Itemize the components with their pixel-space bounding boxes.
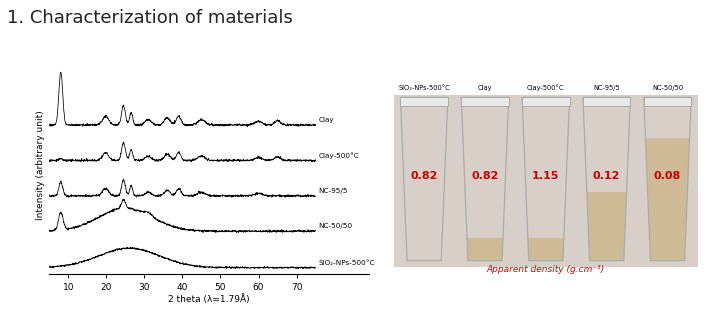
Text: NC-50/50: NC-50/50 bbox=[319, 223, 352, 229]
Text: NC-50/50: NC-50/50 bbox=[652, 85, 683, 91]
Text: 0.82: 0.82 bbox=[472, 171, 498, 181]
Bar bbox=[393, 95, 698, 267]
Text: Clay: Clay bbox=[319, 117, 334, 123]
Y-axis label: Intensity (arbitrary unit): Intensity (arbitrary unit) bbox=[36, 110, 45, 220]
Text: SiO₂-NPs-500°C: SiO₂-NPs-500°C bbox=[319, 260, 375, 266]
X-axis label: 2 theta (λ=1.79Å): 2 theta (λ=1.79Å) bbox=[168, 295, 250, 304]
FancyBboxPatch shape bbox=[461, 97, 509, 106]
Text: 0.12: 0.12 bbox=[593, 171, 620, 181]
Text: 1. Characterization of materials: 1. Characterization of materials bbox=[7, 9, 293, 27]
FancyBboxPatch shape bbox=[644, 97, 692, 106]
Polygon shape bbox=[587, 192, 627, 261]
Text: Clay: Clay bbox=[478, 85, 492, 91]
FancyBboxPatch shape bbox=[400, 97, 448, 106]
Text: Clay-500°C: Clay-500°C bbox=[319, 152, 360, 159]
Text: 0.82: 0.82 bbox=[410, 171, 438, 181]
Text: NC-95/5: NC-95/5 bbox=[594, 85, 620, 91]
Text: SiO₂-NPs-500°C: SiO₂-NPs-500°C bbox=[398, 85, 450, 91]
Polygon shape bbox=[528, 238, 564, 261]
Text: 1.15: 1.15 bbox=[532, 171, 560, 181]
Text: Apparent density (g.cm⁻³): Apparent density (g.cm⁻³) bbox=[486, 265, 605, 274]
Text: NC-95/5: NC-95/5 bbox=[319, 188, 348, 194]
Polygon shape bbox=[646, 138, 689, 261]
Polygon shape bbox=[467, 238, 503, 261]
Text: Clay-500°C: Clay-500°C bbox=[527, 84, 565, 91]
FancyBboxPatch shape bbox=[583, 97, 630, 106]
Text: 0.08: 0.08 bbox=[654, 171, 681, 181]
FancyBboxPatch shape bbox=[522, 97, 570, 106]
